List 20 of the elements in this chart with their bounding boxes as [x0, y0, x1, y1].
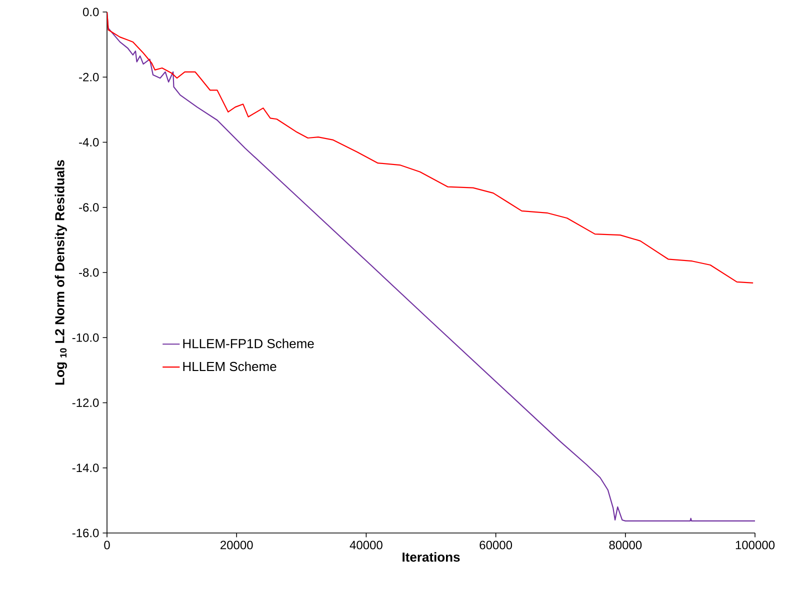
- y-tick-label: -12.0: [72, 398, 99, 407]
- y-tick-label: -6.0: [79, 203, 99, 212]
- x-tick-label: 60000: [480, 540, 512, 550]
- line-series: [107, 12, 754, 284]
- y-tick-label: 0.0: [82, 8, 99, 16]
- y-tick-label: -4.0: [79, 138, 99, 146]
- y-tick-label: -10.0: [72, 333, 99, 342]
- y-tick-label: -14.0: [72, 464, 99, 472]
- legend-label: HLLEM-FP1D Scheme: [183, 338, 314, 348]
- x-tick-label: 20000: [220, 540, 253, 550]
- x-tick-label: 100000: [736, 540, 775, 550]
- y-tick-label: -2.0: [79, 72, 99, 82]
- y-axis-title: Log $_{10}$ L2 Norm of Density Residuals: [54, 160, 67, 385]
- legend-label: HLLEM Scheme: [183, 362, 276, 372]
- x-tick-label: 0: [104, 540, 110, 550]
- x-tick-label: 40000: [350, 540, 382, 550]
- y-tick-label: -8.0: [79, 268, 99, 277]
- x-axis-title: Iterations: [402, 552, 460, 562]
- y-tick-label: -16.0: [72, 528, 99, 538]
- x-tick-label: 80000: [609, 540, 642, 550]
